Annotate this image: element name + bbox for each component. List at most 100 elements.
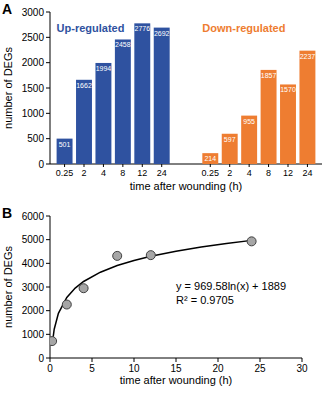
y-tick-label: 6000 [22, 211, 45, 222]
y-tick-label: 500 [27, 133, 44, 144]
bar [115, 39, 131, 164]
bar [222, 134, 238, 164]
panel-label: B [2, 205, 12, 221]
y-tick-label: 1000 [22, 329, 45, 340]
series-label: Up-regulated [57, 22, 125, 34]
fit-line [52, 240, 252, 345]
y-tick-label: 4000 [22, 258, 45, 269]
bar [202, 153, 218, 164]
y-tick [46, 62, 50, 63]
bar [280, 84, 296, 164]
y-tick [46, 12, 50, 13]
x-tick-label: 4 [101, 168, 106, 178]
point [146, 251, 155, 260]
x-tick-label: 25 [254, 363, 266, 374]
bar [261, 70, 277, 164]
y-tick-label: 2000 [22, 57, 45, 68]
x-tick [64, 164, 65, 167]
x-tick [161, 164, 162, 167]
y-tick [46, 263, 50, 264]
x-tick [260, 358, 261, 362]
x-tick [229, 164, 230, 167]
x-tick-label: 5 [89, 363, 95, 374]
x-tick-label: 10 [128, 363, 140, 374]
y-tick-label: 3000 [22, 282, 45, 293]
y-tick [46, 113, 50, 114]
data-label: 2692 [154, 30, 170, 37]
x-tick [92, 358, 93, 362]
bar [299, 51, 315, 164]
scatter-chart: 0100020003000400050006000number of DEGst… [2, 205, 308, 386]
y-tick-label: 1000 [22, 108, 45, 119]
x-tick-label: 8 [120, 168, 125, 178]
x-tick [134, 358, 135, 362]
x-tick [176, 358, 177, 362]
x-tick-label: 24 [302, 168, 312, 178]
point [79, 284, 88, 293]
data-label: 597 [224, 136, 236, 143]
point [62, 300, 71, 309]
y-tick [46, 216, 50, 217]
x-tick [302, 358, 303, 362]
x-tick-label: 2 [81, 168, 86, 178]
x-tick [142, 164, 143, 167]
y-tick [46, 358, 50, 359]
data-label: 501 [59, 141, 71, 148]
y-tick-label: 1500 [22, 83, 45, 94]
y-axis-title: number of DEGs [2, 246, 14, 328]
x-tick [288, 164, 289, 167]
x-tick [249, 164, 250, 167]
plot-area [57, 23, 316, 164]
x-tick-label: 2 [227, 168, 232, 178]
y-tick [46, 310, 50, 311]
x-tick [122, 164, 123, 167]
y-tick-label: 0 [38, 353, 44, 364]
data-label: 955 [243, 118, 255, 125]
bar-chart: 0 500 1000 1500 2000 2500 3000 number of DEGs ti… [2, 1, 322, 192]
y-tick [46, 37, 50, 38]
x-tick-label: 30 [296, 363, 308, 374]
y-axis-title: number of DEGs [2, 47, 14, 129]
figure: 0 500 1000 1500 2000 2500 3000 number of DEGs ti… [0, 0, 328, 400]
x-tick-label: 4 [247, 168, 252, 178]
x-tick-label: 20 [212, 363, 224, 374]
annotation: y = 969.58ln(x) + 1889 [176, 280, 286, 292]
x-tick [50, 358, 51, 362]
bar [241, 116, 257, 164]
annotation: R² = 0.9705 [176, 294, 234, 306]
x-tick-label: 0.25 [202, 168, 220, 178]
y-tick [46, 138, 50, 139]
y-tick-label: 2000 [22, 305, 45, 316]
bar [134, 23, 150, 164]
data-label: 2776 [134, 25, 150, 32]
data-label: 1662 [76, 82, 92, 89]
y-tick-label: 5000 [22, 234, 45, 245]
series-label: Down-regulated [202, 22, 285, 34]
y-tick-label: 3000 [22, 7, 45, 18]
bar [154, 28, 170, 164]
bar [57, 139, 73, 164]
y-tick [46, 88, 50, 89]
point [113, 251, 122, 260]
x-tick-label: 12 [283, 168, 293, 178]
labels: 501 1662 1994 2458 2776 2692 Up-regulated 214 59… [57, 22, 316, 162]
x-tick [103, 164, 104, 167]
y-tick-label: 0 [38, 159, 44, 170]
x-tick-label: 12 [137, 168, 147, 178]
data-label: 1857 [261, 72, 277, 79]
point [50, 337, 57, 346]
x-tick-label: 24 [157, 168, 167, 178]
bar [76, 80, 92, 164]
data-label: 2237 [300, 53, 316, 60]
data-label: 1994 [96, 65, 112, 72]
panel-label: A [2, 1, 12, 17]
point [247, 237, 256, 246]
x-tick [210, 164, 211, 167]
x-axis-title: time after wounding (h) [130, 180, 243, 192]
y-tick-label: 2500 [22, 32, 45, 43]
x-tick [307, 164, 308, 167]
x-tick [268, 164, 269, 167]
x-tick [218, 358, 219, 362]
data-label: 214 [204, 155, 216, 162]
data-label: 2458 [115, 41, 131, 48]
